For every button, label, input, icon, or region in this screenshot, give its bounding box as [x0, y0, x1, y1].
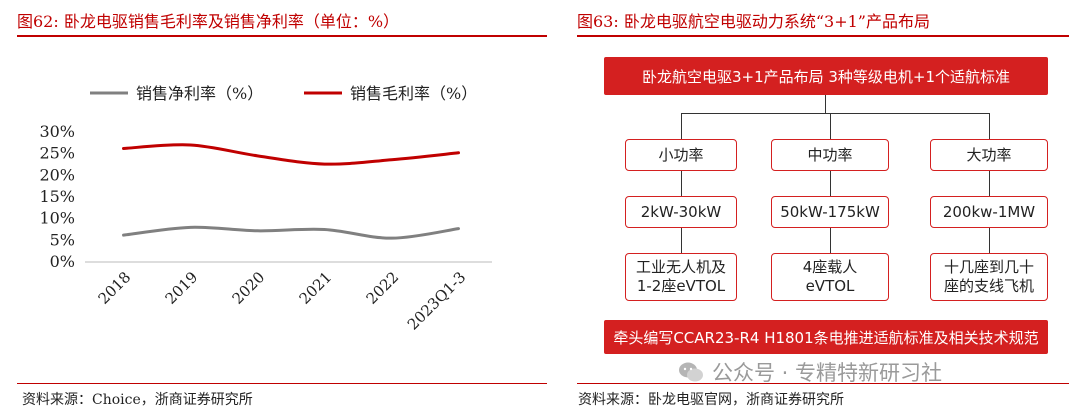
use-large-line1: 十几座到几十: [943, 258, 1034, 276]
bottom-banner: 牵头编写CCAR23-R4 H1801条电推进适航标准及相关技术规范: [604, 320, 1048, 354]
right-source-note: 资料来源：卧龙电驱官网，浙商证券研究所: [578, 392, 844, 408]
right-source-rule: [577, 383, 1069, 384]
connector-horizontal: [681, 113, 990, 114]
left-source-rule: [17, 383, 547, 384]
use-medium-line1: 4座载人: [802, 258, 858, 276]
margin-line-chart: 销售净利率（%） 销售毛利率（%） 0% 5% 10% 15% 20% 25% 30% 2018…: [39, 84, 492, 334]
series-line-net-margin: [122, 225, 460, 240]
x-tick-label: 2020: [229, 268, 269, 308]
connector-col2-b: [830, 228, 831, 253]
x-tick-label: 2023Q1-3: [404, 268, 470, 334]
use-medium-line2: eVTOL: [805, 277, 855, 295]
chart-legend: 销售净利率（%） 销售毛利率（%）: [90, 84, 477, 103]
y-tick-label: 5%: [50, 230, 75, 249]
connector-col2: [830, 113, 831, 139]
legend-label: 销售净利率（%）: [136, 84, 263, 103]
watermark: 公众号 · 专精特新研习社: [678, 357, 942, 387]
top-banner: 卧龙航空电驱3+1产品布局 3种等级电机+1个适航标准: [604, 57, 1048, 95]
legend-label: 销售毛利率（%）: [350, 84, 477, 103]
y-tick-label: 25%: [39, 144, 75, 163]
level-box-large: 大功率: [930, 139, 1048, 171]
connector-main-vertical: [825, 95, 826, 113]
watermark-text: 公众号 · 专精特新研习社: [712, 361, 943, 385]
use-box-large: 十几座到几十 座的支线飞机: [930, 253, 1048, 301]
level-box-small: 小功率: [625, 139, 737, 171]
use-box-small: 工业无人机及 1-2座eVTOL: [625, 253, 737, 301]
x-tick-label: 2018: [95, 268, 135, 308]
chart-series: [122, 143, 460, 240]
x-tick-label: 2019: [162, 268, 202, 308]
power-box-large: 200kw-1MW: [930, 196, 1048, 228]
connector-col1-a: [681, 171, 682, 196]
left-source-note: 资料来源：Choice，浙商证券研究所: [22, 392, 253, 408]
connector-col3-a: [989, 171, 990, 196]
wechat-icon: [679, 362, 703, 382]
connector-col3-b: [989, 228, 990, 253]
power-box-small: 2kW-30kW: [625, 196, 737, 228]
chart-axis: 0% 5% 10% 15% 20% 25% 30% 2018 2019 2020 2021 2022 2…: [39, 122, 492, 334]
x-tick-label: 2022: [363, 268, 403, 308]
power-box-medium: 50kW-175kW: [771, 196, 889, 228]
connector-col3: [989, 113, 990, 139]
y-tick-label: 20%: [39, 165, 75, 184]
y-tick-label: 0%: [50, 252, 75, 271]
y-tick-label: 30%: [39, 122, 75, 141]
y-tick-label: 10%: [39, 209, 75, 228]
left-title-rule: [17, 35, 547, 37]
series-line-gross-margin: [122, 143, 460, 166]
right-figure-title: 图63: 卧龙电驱航空电驱动力系统“3+1”产品布局: [577, 12, 930, 31]
right-title-rule: [577, 35, 1069, 37]
left-figure-title: 图62: 卧龙电驱销售毛利率及销售净利率（单位：%）: [17, 12, 400, 31]
connector-col2-a: [830, 171, 831, 196]
use-small-line2: 1-2座eVTOL: [636, 277, 726, 295]
use-box-medium: 4座载人 eVTOL: [771, 253, 889, 301]
connector-col1: [681, 113, 682, 139]
level-box-medium: 中功率: [771, 139, 889, 171]
y-tick-label: 15%: [39, 187, 75, 206]
use-small-line1: 工业无人机及: [635, 258, 726, 276]
x-tick-label: 2021: [296, 268, 336, 308]
connector-col1-b: [681, 228, 682, 253]
use-large-line2: 座的支线飞机: [943, 277, 1034, 295]
